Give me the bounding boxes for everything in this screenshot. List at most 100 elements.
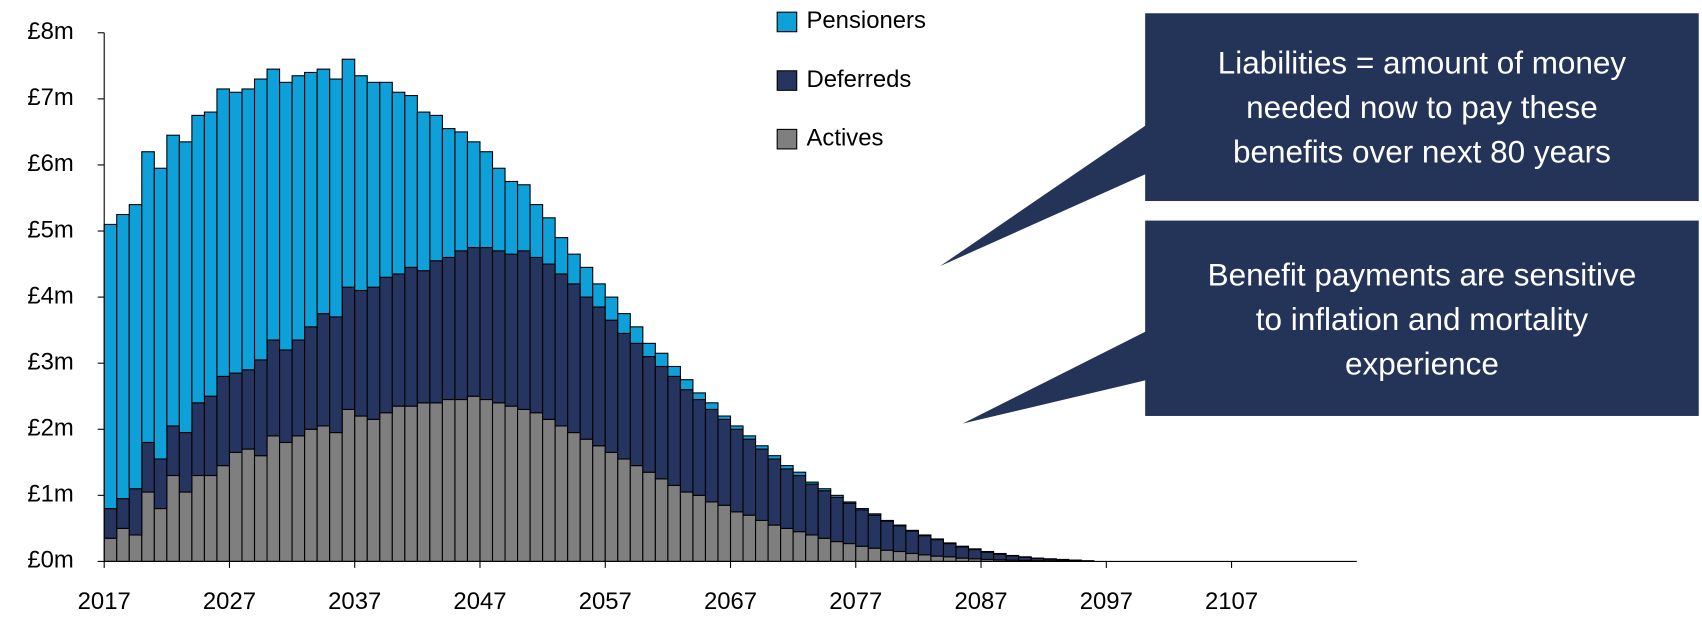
y-tick-label: £0m: [27, 547, 73, 574]
bar-segment: [629, 326, 644, 344]
bar-segment: [291, 339, 306, 437]
bar-segment: [617, 313, 631, 334]
bar-segment: [855, 508, 869, 511]
bar-segment: [842, 501, 857, 504]
bar-segment: [917, 554, 932, 562]
bar-segment: [917, 535, 932, 556]
x-tick-label: 2097: [1080, 588, 1133, 615]
bar-segment: [717, 415, 732, 420]
bar-segment: [253, 78, 268, 361]
bar-segment: [729, 428, 744, 513]
bar-segment: [379, 276, 393, 414]
bar-segment: [128, 488, 143, 536]
bar-segment: [667, 365, 681, 377]
bar-segment: [704, 408, 719, 503]
x-tick-label: 2077: [829, 588, 882, 615]
bar-segment: [116, 213, 130, 500]
bar-segment: [141, 441, 155, 493]
bar-segment: [579, 266, 594, 298]
bar-segment: [942, 542, 957, 545]
bar-segment: [830, 541, 844, 562]
bar-segment: [216, 375, 231, 467]
bar-segment: [629, 342, 644, 467]
bar-segment: [454, 398, 469, 562]
bar-segment: [780, 527, 794, 562]
bar-segment: [517, 184, 531, 252]
bar-segment: [429, 402, 443, 562]
bar-segment: [379, 412, 393, 562]
callout-text: experience: [1345, 346, 1499, 381]
bar-segment: [980, 551, 995, 560]
bar-segment: [842, 502, 857, 545]
bar-segment: [905, 529, 919, 532]
bar-segment: [454, 131, 469, 252]
bar-segment: [178, 141, 193, 434]
bar-segment: [542, 217, 556, 265]
y-tick-label: £1m: [27, 481, 73, 508]
bar-segment: [304, 71, 318, 328]
bar-segment: [654, 365, 669, 480]
y-tick-label: £8m: [27, 18, 73, 45]
bar-segment: [366, 81, 381, 288]
bar-segment: [116, 498, 130, 529]
bar-segment: [704, 402, 719, 410]
bar-segment: [491, 250, 506, 404]
bar-segment: [216, 88, 231, 377]
bar-segment: [253, 455, 268, 562]
bar-segment: [203, 474, 218, 562]
legend-swatch: [776, 128, 798, 150]
bar-segment: [830, 496, 844, 543]
legend-label: Pensioners: [806, 7, 926, 34]
bar-segment: [729, 511, 744, 562]
bar-segment: [679, 389, 694, 493]
bar-segment: [141, 151, 155, 444]
bar-segment: [742, 514, 757, 562]
bar-segment: [354, 289, 368, 417]
bar-segment: [579, 438, 594, 562]
bar-segment: [329, 432, 343, 562]
bar-segment: [792, 531, 807, 562]
bar-segment: [855, 509, 869, 547]
bar-segment: [504, 253, 519, 407]
bar-segment: [867, 514, 882, 549]
bar-segment: [166, 134, 180, 427]
bar-segment: [592, 445, 606, 562]
bar-segment: [316, 68, 331, 315]
bar-segment: [592, 283, 606, 308]
bar-segment: [692, 494, 707, 562]
bar-segment: [441, 256, 456, 401]
bar-segment: [466, 247, 481, 397]
legend-swatch: [776, 70, 798, 91]
bar-segment: [404, 266, 418, 407]
bar-segment: [291, 435, 306, 562]
bar-segment: [379, 81, 393, 278]
bar-segment: [404, 95, 418, 268]
bar-segment: [767, 458, 782, 526]
bar-segment: [880, 520, 894, 551]
bar-segment: [116, 527, 130, 562]
bar-segment: [567, 432, 581, 562]
bar-segment: [679, 491, 694, 562]
bar-segment: [567, 253, 581, 285]
bar-segment: [253, 359, 268, 457]
bar-segment: [993, 553, 1007, 561]
bar-segment: [366, 418, 381, 562]
bar-segment: [178, 432, 193, 493]
bar-segment: [967, 548, 982, 551]
bar-segment: [429, 260, 443, 404]
bar-segment: [416, 270, 431, 404]
bar-segment: [1005, 555, 1020, 561]
bar-segment: [617, 332, 631, 460]
bar-segment: [792, 474, 807, 533]
bar-segment: [279, 81, 293, 351]
bar-segment: [554, 237, 569, 275]
y-tick-label: £6m: [27, 150, 73, 177]
callout-text: Liabilities = amount of money: [1218, 46, 1627, 81]
y-tick-label: £4m: [27, 282, 73, 309]
bar-segment: [103, 537, 118, 562]
bar-segment: [654, 478, 669, 562]
bar-segment: [642, 342, 656, 358]
bar-segment: [767, 524, 782, 562]
bar-segment: [416, 402, 431, 562]
bar-segment: [642, 356, 656, 473]
